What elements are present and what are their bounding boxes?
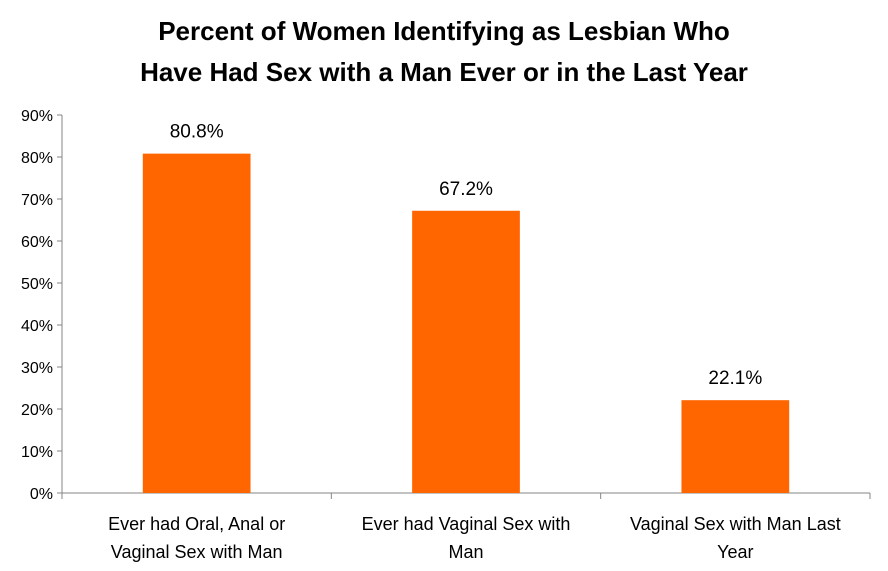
x-tick-label: Ever had Oral, Anal or	[108, 514, 285, 534]
y-tick-label: 30%	[21, 360, 53, 377]
bar	[412, 210, 520, 493]
data-label: 80.8%	[170, 122, 224, 143]
y-tick-label: 10%	[21, 444, 53, 461]
y-tick-label: 20%	[21, 402, 53, 419]
data-label: 22.1%	[708, 368, 762, 389]
x-tick-label: Vaginal Sex with Man Last	[630, 514, 841, 534]
data-label: 67.2%	[439, 179, 493, 200]
labels: 80.8% Ever had Oral, Anal or Vaginal Sex w…	[108, 122, 841, 562]
x-tick-label: Year	[717, 542, 753, 562]
bars	[142, 153, 790, 493]
chart-title-line-1: Percent of Women Identifying as Lesbian …	[158, 16, 730, 46]
y-tick-label: 90%	[21, 108, 53, 125]
y-tick-label: 60%	[21, 234, 53, 251]
x-tick-label: Vaginal Sex with Man	[111, 542, 283, 562]
x-tick-label: Man	[448, 542, 483, 562]
bar	[681, 400, 790, 493]
bar	[142, 153, 251, 493]
y-tick-label: 70%	[21, 192, 53, 209]
x-tick-label: Ever had Vaginal Sex with	[362, 514, 571, 534]
y-tick-label: 40%	[21, 318, 53, 335]
y-tick-label: 80%	[21, 150, 53, 167]
y-tick-label: 50%	[21, 276, 53, 293]
y-tick-label: 0%	[30, 486, 53, 503]
chart-title-line-2: Have Had Sex with a Man Ever or in the L…	[140, 57, 748, 87]
